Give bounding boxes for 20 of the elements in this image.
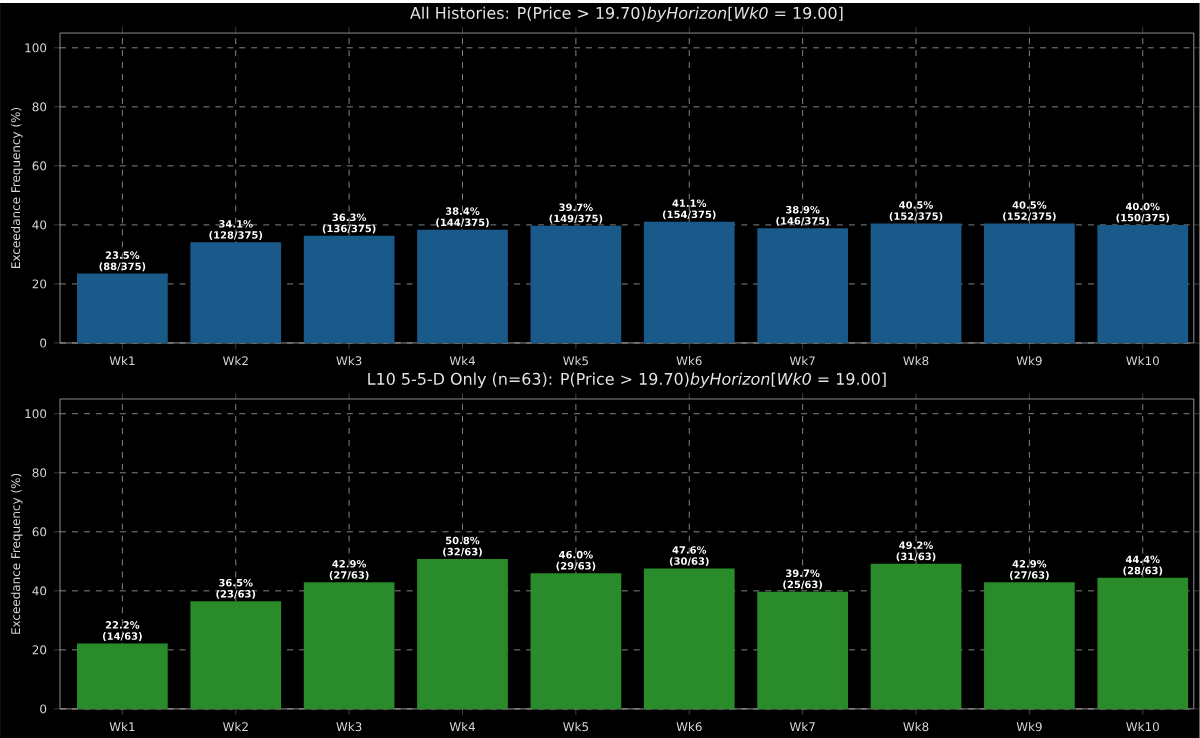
bar — [417, 229, 508, 343]
bar — [984, 223, 1075, 343]
bar — [530, 225, 622, 343]
bar — [643, 221, 735, 343]
bar — [77, 273, 168, 343]
bar — [1097, 577, 1189, 709]
bar — [77, 642, 168, 709]
bar — [190, 241, 282, 343]
bar — [303, 581, 395, 709]
bar — [190, 600, 282, 709]
bar — [870, 563, 962, 709]
bar — [1097, 224, 1189, 343]
bar — [870, 223, 962, 343]
bar — [530, 572, 622, 709]
bar — [643, 567, 735, 709]
bar — [757, 227, 848, 343]
bar — [417, 558, 508, 709]
bar — [984, 581, 1075, 709]
bar — [757, 591, 848, 709]
bar — [303, 235, 395, 343]
